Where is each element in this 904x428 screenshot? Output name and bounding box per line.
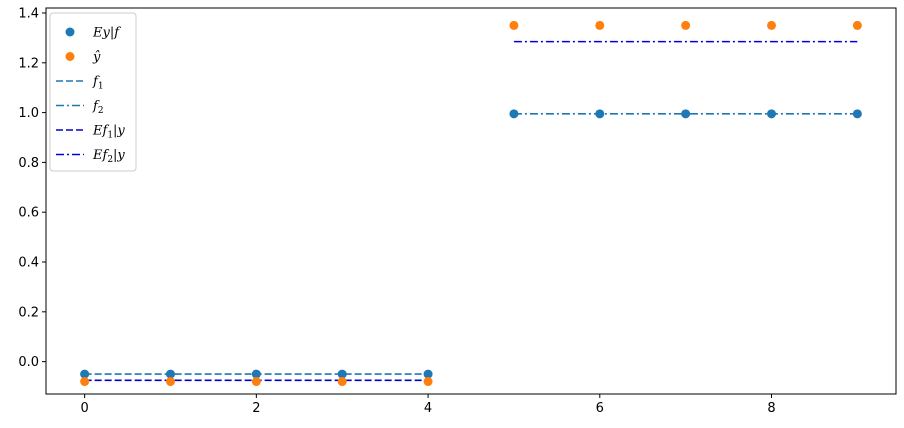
legend-label: f1 bbox=[92, 75, 104, 92]
legend-label-base: f bbox=[92, 75, 100, 90]
legend-label-base: Ef bbox=[92, 124, 109, 139]
y-tick-label: 0.6 bbox=[18, 206, 39, 221]
legend-label-sub: 2 bbox=[98, 106, 104, 116]
y-tick-label: 0.2 bbox=[18, 305, 39, 320]
legend-label-base: ŷ bbox=[92, 50, 101, 65]
y-tick-label: 0.0 bbox=[18, 355, 39, 370]
series-1-point bbox=[337, 377, 347, 387]
series-1-point bbox=[423, 377, 433, 387]
series-1-point bbox=[80, 377, 90, 387]
legend-marker bbox=[65, 52, 75, 61]
legend-label-base: Ey|f bbox=[92, 26, 121, 41]
legend-entry: Ey|f bbox=[65, 26, 121, 41]
series-0-point bbox=[509, 109, 519, 119]
series-0-point bbox=[423, 369, 433, 379]
y-tick-label: 0.4 bbox=[18, 256, 39, 271]
series-1-point bbox=[251, 377, 261, 387]
series-0-point bbox=[80, 369, 90, 379]
series-0-point bbox=[767, 109, 777, 119]
legend-label-sub: 1 bbox=[107, 131, 113, 141]
legend-label-sub: 2 bbox=[107, 155, 113, 165]
legend-label: f2 bbox=[92, 99, 104, 116]
series-1-point bbox=[767, 20, 777, 30]
x-tick-label: 2 bbox=[252, 401, 260, 416]
series-1-point bbox=[852, 20, 862, 30]
series-0-point bbox=[251, 369, 261, 379]
legend-entry: Ef1|y bbox=[56, 124, 125, 141]
legend-label-rest: |y bbox=[113, 148, 125, 163]
x-tick-label: 6 bbox=[596, 401, 604, 416]
series-0-point bbox=[165, 369, 175, 379]
series-1-point bbox=[165, 377, 175, 387]
legend-marker bbox=[65, 27, 75, 37]
plot-area bbox=[46, 8, 896, 394]
series-0-point bbox=[337, 369, 347, 379]
x-tick-label: 4 bbox=[424, 401, 432, 416]
y-tick-label: 1.2 bbox=[18, 56, 39, 71]
legend-label-sub: 1 bbox=[98, 82, 104, 92]
y-tick-label: 1.0 bbox=[18, 106, 39, 121]
legend-label-base: Ef bbox=[92, 148, 109, 163]
x-tick-label: 8 bbox=[767, 401, 775, 416]
legend-label-base: f bbox=[92, 99, 100, 114]
legend-label: ŷ bbox=[92, 50, 101, 65]
legend-entry: f2 bbox=[56, 99, 104, 116]
series-1-point bbox=[509, 20, 519, 30]
legend-entry: Ef2|y bbox=[56, 148, 125, 165]
series-1-point bbox=[681, 20, 691, 30]
axes: 0 2 4 6 8 0.0 0.2 0.4 0.6 0.8 1.0 1.2 1.4 bbox=[18, 6, 775, 416]
plot-frame bbox=[45, 7, 897, 395]
legend-entry: ŷ bbox=[65, 50, 101, 65]
legend-label-rest: |y bbox=[113, 124, 125, 139]
legend-label: Ey|f bbox=[92, 26, 121, 41]
x-tick-label: 0 bbox=[80, 401, 88, 416]
legend-entry: f1 bbox=[56, 75, 104, 92]
y-tick-label: 1.4 bbox=[18, 6, 39, 21]
series-1-point bbox=[595, 20, 605, 30]
series-0-point bbox=[852, 109, 862, 119]
series-0-point bbox=[681, 109, 691, 119]
legend-label: Ef1|y bbox=[92, 124, 125, 141]
legend-label: Ef2|y bbox=[92, 148, 125, 165]
series-0-point bbox=[595, 109, 605, 119]
y-tick-label: 0.8 bbox=[18, 156, 39, 171]
chart-marks bbox=[80, 20, 862, 387]
